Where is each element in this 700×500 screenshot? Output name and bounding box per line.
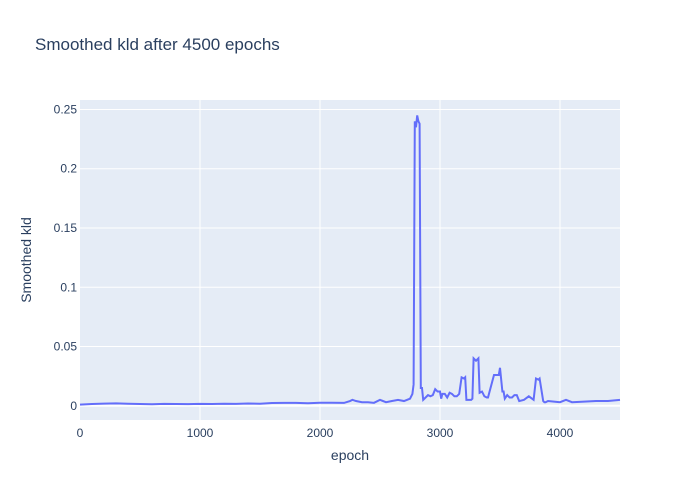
y-tick-label: 0.15 bbox=[54, 221, 78, 235]
x-axis-title: epoch bbox=[331, 447, 369, 463]
x-tick-labels: 0 1000 2000 3000 4000 bbox=[77, 426, 574, 440]
chart-title: Smoothed kld after 4500 epochs bbox=[35, 35, 280, 54]
x-tick-label: 1000 bbox=[187, 426, 214, 440]
plot-area bbox=[80, 100, 620, 420]
y-tick-label: 0.05 bbox=[54, 340, 78, 354]
series-line bbox=[79, 115, 621, 406]
x-tick-label: 3000 bbox=[427, 426, 454, 440]
y-tick-labels: 0 0.05 0.1 0.15 0.2 0.25 bbox=[54, 102, 78, 412]
y-tick-label: 0.2 bbox=[60, 162, 77, 176]
y-tick-label: 0.1 bbox=[60, 280, 77, 294]
x-tick-label: 4000 bbox=[547, 426, 574, 440]
y-gridlines bbox=[80, 108, 620, 348]
y-tick-label: 0 bbox=[70, 399, 77, 413]
x-gridlines bbox=[199, 100, 561, 420]
x-tick-label: 2000 bbox=[307, 426, 334, 440]
x-tick-label: 0 bbox=[77, 426, 84, 440]
y-tick-label: 0.25 bbox=[54, 102, 78, 116]
y-axis-title: Smoothed kld bbox=[18, 217, 34, 303]
